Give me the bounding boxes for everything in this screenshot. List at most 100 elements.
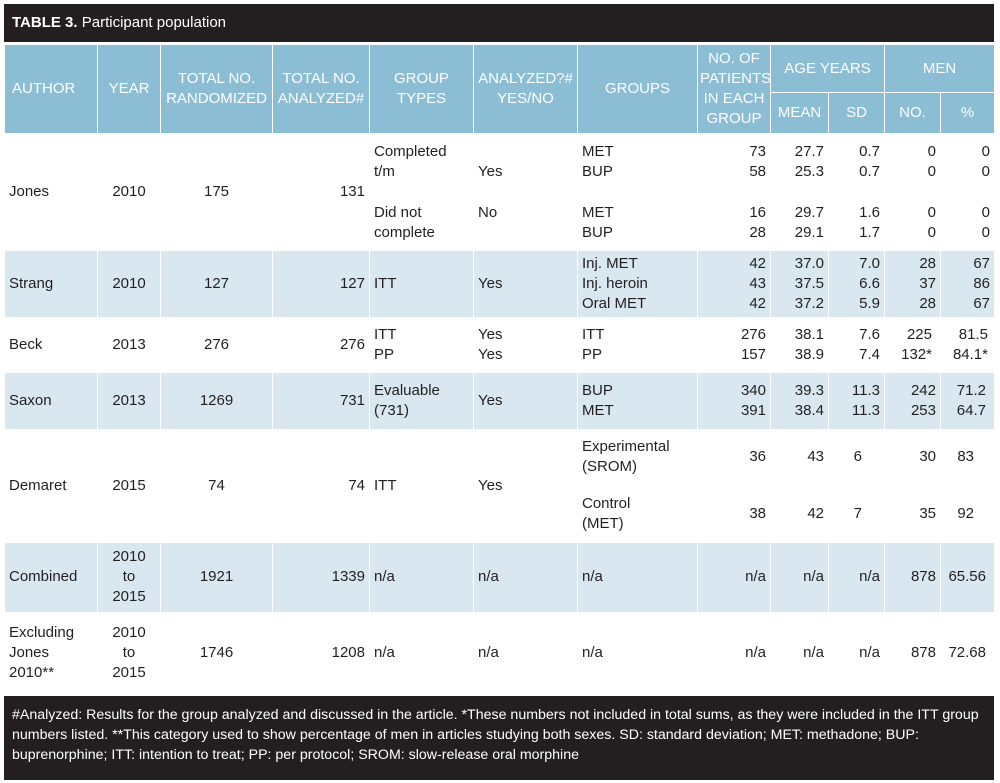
cell-patients: 73 58 16 28 (697, 133, 771, 251)
cell-men-no: 878 (884, 611, 941, 694)
cell-analyzed: 131 (272, 133, 370, 251)
header-groups: GROUPS (577, 44, 698, 134)
participant-table: AUTHOR YEAR TOTAL NO. RANDOMIZED TOTAL NO… (4, 44, 995, 694)
header-men-no: NO. (884, 92, 941, 134)
table-row: Demaret 2015 74 74 ITT Yes Experimental(… (4, 428, 995, 543)
cell-year: 2013 (97, 372, 161, 429)
cell-age-sd: 7 (828, 485, 885, 543)
cell-age-mean: n/a (770, 611, 829, 694)
cell-analyzed-yes-no: Yes No (473, 133, 578, 251)
cell-patients: n/a (697, 542, 771, 612)
header-author: AUTHOR (4, 44, 98, 134)
cell-analyzed-yes-no: n/a (473, 611, 578, 694)
cell-year: 2010 to 2015 (97, 611, 161, 694)
cell-analyzed: 74 (272, 428, 370, 543)
table-title-text: Participant population (81, 14, 226, 31)
cell-men-pct: 92 (940, 485, 995, 543)
cell-patients: 340 391 (697, 372, 771, 429)
cell-men-no: 30 (884, 428, 941, 486)
header-sd: SD (828, 92, 885, 134)
cell-patients: n/a (697, 611, 771, 694)
cell-randomized: 127 (160, 250, 273, 317)
cell-age-sd: n/a (828, 611, 885, 694)
cell-men-no: 878 (884, 542, 941, 612)
cell-men-pct: 65.56 (940, 542, 995, 612)
header-group-types: GROUP TYPES (369, 44, 474, 134)
cell-men-pct: 67 86 67 (940, 250, 995, 317)
cell-year: 2010 (97, 250, 161, 317)
cell-analyzed-yes-no: n/a (473, 542, 578, 612)
cell-randomized: 74 (160, 428, 273, 543)
header-mean: MEAN (770, 92, 829, 134)
cell-age-mean: 43 (770, 428, 829, 486)
cell-group-types: ITT (369, 428, 474, 543)
header-age-years: AGE YEARS (770, 44, 885, 93)
cell-groups: Inj. MET Inj. heroin Oral MET (577, 250, 698, 317)
cell-analyzed-yes-no: Yes (473, 372, 578, 429)
cell-author: Excluding Jones 2010** (4, 611, 98, 694)
cell-analyzed: 1339 (272, 542, 370, 612)
cell-men-no: 35 (884, 485, 941, 543)
header-randomized: TOTAL NO. RANDOMIZED (160, 44, 273, 134)
table-row: Control (MET) 38 42 7 35 92 (5, 485, 995, 543)
cell-men-pct: 72.68 (940, 611, 995, 694)
cell-analyzed: 1208 (272, 611, 370, 694)
cell-groups: BUP MET (577, 372, 698, 429)
cell-patients: 38 (697, 485, 771, 543)
header-analyzed: TOTAL NO. ANALYZED# (272, 44, 370, 134)
header-men-pct: % (940, 92, 995, 134)
cell-men-no: 242 253 (884, 372, 941, 429)
cell-randomized: 175 (160, 133, 273, 251)
cell-age-sd: n/a (828, 542, 885, 612)
cell-groups: MET BUP MET BUP (577, 133, 698, 251)
cell-patients: 276 157 (697, 316, 771, 373)
cell-year: 2013 (97, 316, 161, 373)
cell-groups: ITT PP (577, 316, 698, 373)
cell-groups: n/a (577, 542, 698, 612)
cell-age-sd: 11.3 11.3 (828, 372, 885, 429)
cell-analyzed: 276 (272, 316, 370, 373)
cell-author: Jones (4, 133, 98, 251)
cell-age-mean: 38.1 38.9 (770, 316, 829, 373)
cell-men-pct: 71.2 64.7 (940, 372, 995, 429)
cell-analyzed-yes-no: Yes Yes (473, 316, 578, 373)
cell-analyzed: 127 (272, 250, 370, 317)
cell-groups: Experimental (SROM) (577, 428, 698, 486)
cell-year: 2010 (97, 133, 161, 251)
cell-age-mean: 42 (770, 485, 829, 543)
table-row: Excluding Jones 2010** 2010 to 2015 1746 120… (4, 611, 995, 694)
cell-groups: Control (MET) (577, 485, 698, 543)
cell-men-no: 225 132* (884, 316, 941, 373)
table-row: Combined 2010 to 2015 1921 1339 n/a n/a n/… (4, 542, 995, 612)
cell-patients: 36 (697, 428, 771, 486)
header-men: MEN (884, 44, 995, 93)
cell-group-types: ITT (369, 250, 474, 317)
cell-analyzed: 731 (272, 372, 370, 429)
cell-author: Strang (4, 250, 98, 317)
cell-year: 2010 to 2015 (97, 542, 161, 612)
table-title: TABLE 3. Participant population (4, 4, 994, 42)
cell-author: Saxon (4, 372, 98, 429)
cell-group-types: Evaluable (731) (369, 372, 474, 429)
cell-author: Beck (4, 316, 98, 373)
header-analyzed-yes-no: ANALYZED?# YES/NO (473, 44, 578, 134)
cell-age-mean: 27.7 25.3 29.7 29.1 (770, 133, 829, 251)
cell-randomized: 1746 (160, 611, 273, 694)
header-patients: NO. OF PATIENTS IN EACH GROUP (697, 44, 771, 134)
table-row: Saxon 2013 1269 731 Evaluable (731) Yes B… (4, 372, 995, 429)
cell-group-types: ITT PP (369, 316, 474, 373)
table-row: Strang 2010 127 127 ITT Yes Inj. MET Inj.… (4, 250, 995, 317)
table-label: TABLE 3. (12, 14, 78, 31)
cell-age-sd: 6 (828, 428, 885, 486)
table-footnote: #Analyzed: Results for the group analyze… (4, 696, 994, 780)
cell-year: 2015 (97, 428, 161, 543)
table-row: Jones 2010 175 131 Completed t/m Did not c… (4, 133, 995, 251)
cell-group-types: n/a (369, 611, 474, 694)
cell-age-mean: n/a (770, 542, 829, 612)
cell-randomized: 1921 (160, 542, 273, 612)
cell-randomized: 276 (160, 316, 273, 373)
cell-men-no: 28 37 28 (884, 250, 941, 317)
cell-groups: n/a (577, 611, 698, 694)
